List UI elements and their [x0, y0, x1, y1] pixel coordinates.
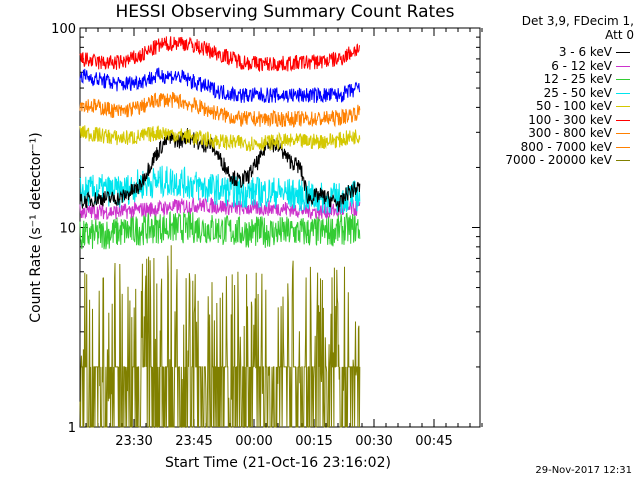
x-tick-label: 00:00	[235, 434, 272, 449]
legend-entry: 50 - 100 keV	[536, 99, 630, 113]
legend-entry: 300 - 800 keV	[528, 126, 630, 140]
legend-label: 6 - 12 keV	[551, 58, 612, 73]
legend-label: 300 - 800 keV	[528, 126, 612, 140]
legend-entry: 6 - 12 keV	[551, 59, 630, 73]
footer-date: 29-Nov-2017 12:31	[535, 465, 632, 476]
legend-swatch	[616, 52, 630, 53]
legend-swatch	[616, 106, 630, 107]
y-tick-label: 100	[51, 22, 76, 37]
legend-entry: 12 - 25 keV	[544, 72, 630, 86]
x-axis-label: Start Time (21-Oct-16 23:16:02)	[165, 455, 391, 471]
x-tick-label: 00:30	[355, 434, 392, 449]
legend-label: 800 - 7000 keV	[520, 139, 612, 154]
series-line	[79, 211, 361, 250]
series-line	[79, 91, 361, 128]
legend-label: 50 - 100 keV	[535, 99, 612, 113]
y-tick-label: 10	[59, 222, 76, 237]
legend-entry: 7000 - 20000 keV	[505, 153, 630, 167]
legend-swatch	[616, 160, 630, 161]
series-line	[79, 128, 361, 212]
x-tick-label: 23:30	[115, 434, 152, 449]
series-line	[79, 165, 361, 214]
x-tick-label: 23:45	[175, 434, 212, 449]
info-line-2: Att 0	[605, 28, 634, 42]
legend-label: 3 - 6 keV	[558, 45, 612, 59]
legend-entry: 25 - 50 keV	[544, 86, 630, 100]
legend-swatch	[616, 65, 630, 67]
x-tick-label: 00:15	[295, 434, 332, 449]
series-line	[79, 125, 361, 152]
legend-swatch	[616, 79, 630, 80]
series-line	[79, 36, 361, 72]
y-tick-label: 1	[68, 421, 76, 436]
x-tick-label: 00:45	[415, 434, 452, 449]
legend-entry: 3 - 6 keV	[559, 45, 630, 59]
series-line	[79, 67, 361, 104]
legend-swatch	[616, 146, 630, 148]
legend-label: 25 - 50 keV	[543, 85, 612, 100]
legend-entry: 100 - 300 keV	[528, 113, 630, 127]
y-axis-label: Count Rate (s⁻¹ detector⁻¹)	[28, 132, 44, 322]
chart-title: HESSI Observing Summary Count Rates	[115, 2, 455, 22]
legend-label: 100 - 300 keV	[528, 112, 612, 127]
series-line	[79, 197, 361, 221]
series-line	[79, 245, 361, 428]
legend-swatch	[616, 92, 630, 94]
legend-label: 12 - 25 keV	[543, 72, 612, 86]
legend-swatch	[616, 133, 630, 134]
info-line-1: Det 3,9, FDecim 1,	[521, 14, 634, 28]
legend-entry: 800 - 7000 keV	[521, 140, 630, 154]
legend-label: 7000 - 20000 keV	[505, 153, 612, 167]
legend-swatch	[616, 119, 630, 121]
